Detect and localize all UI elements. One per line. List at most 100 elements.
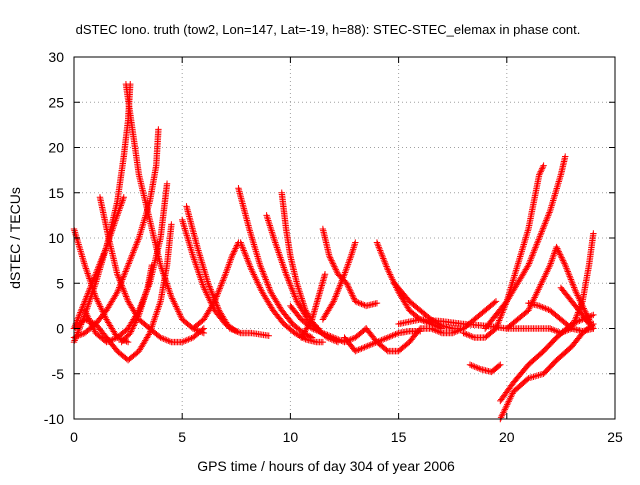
data-point (265, 217, 272, 224)
data-point (138, 224, 146, 231)
data-point (472, 364, 480, 371)
data-point (290, 290, 297, 297)
data-point (554, 246, 562, 254)
data-point (569, 322, 577, 329)
data-point (551, 192, 558, 199)
data-point (359, 301, 367, 308)
data-point (560, 328, 568, 335)
data-point (575, 293, 582, 301)
data-point (577, 302, 584, 310)
data-point (71, 323, 78, 331)
data-point (565, 326, 572, 333)
data-point (573, 290, 581, 298)
data-point (537, 303, 545, 310)
data-point (333, 290, 341, 297)
data-point (558, 254, 565, 261)
data-point (542, 271, 549, 279)
data-point (349, 335, 356, 343)
data-point (538, 228, 546, 235)
data-point (155, 304, 162, 312)
data-point (280, 264, 287, 271)
data-point (215, 286, 223, 294)
data-point (129, 323, 137, 331)
data-point (76, 244, 83, 252)
data-point (284, 275, 292, 283)
data-point (86, 316, 93, 324)
data-point (205, 294, 212, 301)
data-point (352, 347, 359, 355)
data-point (93, 296, 101, 304)
data-point (526, 305, 533, 312)
data-point (542, 305, 549, 312)
data-point (96, 259, 104, 267)
data-point (528, 253, 535, 261)
data-point (198, 259, 206, 266)
data-point (378, 336, 385, 344)
data-point (384, 266, 391, 273)
data-point (516, 255, 523, 262)
data-point (331, 263, 338, 270)
data-point (93, 269, 100, 276)
data-point (230, 249, 237, 257)
data-point (183, 232, 191, 239)
data-point (500, 409, 507, 416)
data-point (257, 263, 264, 270)
data-point (333, 291, 340, 299)
data-track-4 (70, 126, 162, 341)
data-point (265, 284, 273, 291)
data-point (524, 263, 531, 270)
data-point (546, 263, 553, 270)
data-point (78, 251, 85, 259)
data-point (349, 292, 356, 299)
data-point (388, 274, 395, 281)
data-point (337, 280, 344, 287)
data-point (305, 332, 313, 340)
data-point (540, 162, 547, 169)
data-point (220, 275, 227, 283)
data-point (294, 283, 302, 290)
data-point (321, 271, 329, 278)
data-point (562, 263, 570, 270)
data-point (331, 294, 339, 302)
data-point (265, 282, 272, 290)
data-point (286, 278, 293, 286)
data-point (249, 237, 257, 245)
data-point (73, 317, 81, 324)
data-point (322, 331, 330, 338)
data-point (122, 268, 129, 275)
data-point (353, 347, 361, 354)
data-point (98, 256, 105, 264)
data-point (128, 253, 135, 261)
data-point (496, 315, 503, 323)
data-point (513, 263, 521, 271)
data-point (543, 215, 551, 223)
data-point (197, 255, 205, 263)
data-point (366, 342, 373, 349)
data-point (519, 244, 526, 252)
data-point (379, 253, 386, 261)
data-point (72, 322, 79, 329)
data-point (98, 306, 106, 313)
data-point (497, 414, 505, 421)
data-point (525, 307, 532, 314)
data-point (463, 331, 470, 338)
data-point (90, 275, 97, 283)
data-point (76, 310, 83, 318)
data-point (375, 242, 382, 249)
data-point (114, 272, 122, 279)
data-point (115, 275, 123, 283)
data-point (269, 230, 276, 238)
y-tick-label: -5 (52, 366, 65, 382)
data-point (318, 329, 325, 336)
data-point (522, 234, 530, 241)
data-point (241, 248, 248, 256)
data-point (190, 254, 197, 261)
data-point (554, 328, 562, 335)
data-point (186, 240, 193, 248)
data-point (137, 227, 145, 235)
data-point (350, 244, 357, 251)
data-point (506, 396, 513, 404)
data-point (250, 239, 257, 246)
data-point (563, 327, 571, 334)
data-point (333, 335, 340, 343)
